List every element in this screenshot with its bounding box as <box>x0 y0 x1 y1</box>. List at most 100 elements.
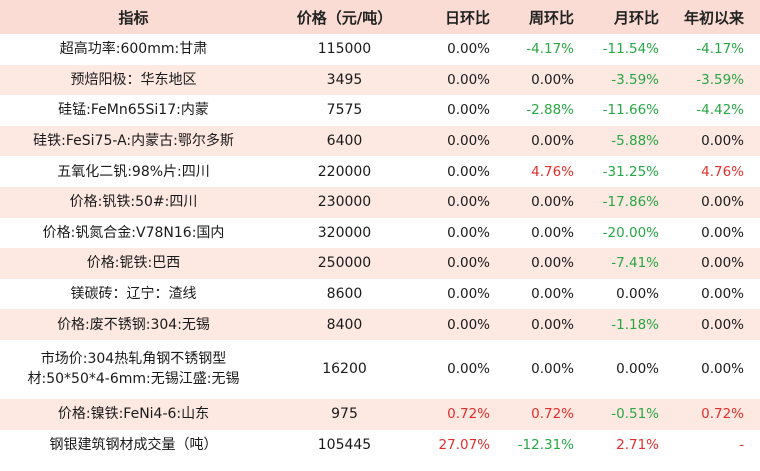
price-index-table: 指标 价格（元/吨） 日环比 周环比 月环比 年初以来 超高功率:600mm:甘… <box>0 0 760 461</box>
table-row: 硅锰:FeMn65Si17:内蒙 7575 0.00% -2.88% -11.66% -4… <box>0 95 760 126</box>
day-change-cell: 0.00% <box>447 286 490 303</box>
indicator-name-cell: 五氧化二钒:98%片:四川 <box>57 163 210 180</box>
month-change-cell: -20.00% <box>602 224 659 241</box>
day-change-cell: 0.00% <box>447 255 490 272</box>
price-cell: 16200 <box>322 361 367 378</box>
indicator-name-cell: 硅铁:FeSi75-A:内蒙古:鄂尔多斯 <box>33 133 234 150</box>
week-change-cell: 0.00% <box>531 133 574 150</box>
table-row: 价格:铌铁:巴西 250000 0.00% 0.00% -7.41% 0.00% <box>0 248 760 279</box>
ytd-change-cell: 0.00% <box>701 133 744 150</box>
indicator-name-cell: 超高功率:600mm:甘肃 <box>59 41 208 58</box>
month-change-cell: 2.71% <box>616 436 659 453</box>
month-change-cell: -31.25% <box>602 163 659 180</box>
month-change-cell: -5.88% <box>611 133 659 150</box>
month-change-cell: 0.00% <box>616 286 659 303</box>
table-row: 价格:钒铁:50#:四川 230000 0.00% 0.00% -17.86% 0.00% <box>0 186 760 218</box>
ytd-change-cell: 0.00% <box>701 316 744 333</box>
week-change-cell: 0.00% <box>531 361 574 378</box>
week-change-cell: 4.76% <box>531 163 574 180</box>
month-change-cell: -3.59% <box>611 71 659 88</box>
price-cell: 8600 <box>326 286 363 303</box>
header-ytd-change: 年初以来 <box>683 8 744 27</box>
indicator-name-cell: 钢银建筑钢材成交量（吨） <box>49 436 218 453</box>
indicator-name-cell: 预焙阳极：华东地区 <box>70 71 197 88</box>
month-change-cell: -11.54% <box>602 41 659 58</box>
week-change-cell: -12.31% <box>517 436 574 453</box>
week-change-cell: 0.00% <box>531 194 574 211</box>
table-row: 钢银建筑钢材成交量（吨） 105445 27.07% -12.31% 2.71% - <box>0 429 760 461</box>
price-cell: 3495 <box>326 71 363 88</box>
header-day-change: 日环比 <box>444 8 490 27</box>
day-change-cell: 0.00% <box>447 133 490 150</box>
day-change-cell: 0.00% <box>447 41 490 58</box>
week-change-cell: 0.00% <box>531 255 574 272</box>
table-row: 价格:废不锈钢:304:无锡 8400 0.00% 0.00% -1.18% 0.00% <box>0 309 760 340</box>
header-month-change: 月环比 <box>613 8 659 27</box>
indicator-name-cell: 价格:废不锈钢:304:无锡 <box>57 316 210 333</box>
price-cell: 975 <box>331 406 358 423</box>
week-change-cell: 0.00% <box>531 71 574 88</box>
header-indicator: 指标 <box>118 8 149 27</box>
day-change-cell: 27.07% <box>438 436 490 453</box>
month-change-cell: -17.86% <box>602 194 659 211</box>
ytd-change-cell: 0.72% <box>701 406 744 423</box>
ytd-change-cell: 0.00% <box>701 194 744 211</box>
table-row: 超高功率:600mm:甘肃 115000 0.00% -4.17% -11.54% -4.… <box>0 34 760 65</box>
week-change-cell: -4.17% <box>526 41 574 58</box>
price-cell: 7575 <box>326 102 363 119</box>
day-change-cell: 0.00% <box>447 71 490 88</box>
ytd-change-cell: 0.00% <box>701 286 744 303</box>
month-change-cell: -0.51% <box>611 406 659 423</box>
header-week-change: 周环比 <box>528 8 574 27</box>
ytd-change-cell: 4.76% <box>701 163 744 180</box>
week-change-cell: 0.00% <box>531 224 574 241</box>
price-cell: 105445 <box>317 436 372 453</box>
ytd-change-cell: - <box>739 436 744 453</box>
ytd-change-cell: 0.00% <box>701 224 744 241</box>
indicator-name-cell: 镁碳砖：辽宁：渣线 <box>70 286 197 303</box>
month-change-cell: -11.66% <box>602 102 659 119</box>
day-change-cell: 0.00% <box>447 316 490 333</box>
week-change-cell: -2.88% <box>526 102 574 119</box>
price-cell: 230000 <box>317 194 372 211</box>
table-row: 硅铁:FeSi75-A:内蒙古:鄂尔多斯 6400 0.00% 0.00% -5.88%… <box>0 125 760 157</box>
ytd-change-cell: -4.42% <box>696 102 744 119</box>
price-cell: 250000 <box>317 255 372 272</box>
price-cell: 8400 <box>326 316 363 333</box>
day-change-cell: 0.00% <box>447 194 490 211</box>
ytd-change-cell: -3.59% <box>696 71 744 88</box>
table-row: 预焙阳极：华东地区 3495 0.00% 0.00% -3.59% -3.59% <box>0 64 760 96</box>
indicator-name-cell: 价格:钒氮合金:V78N16:国内 <box>42 224 225 241</box>
indicator-name-cell: 价格:铌铁:巴西 <box>86 255 181 272</box>
table-row: 镁碳砖：辽宁：渣线 8600 0.00% 0.00% 0.00% 0.00% <box>0 278 760 310</box>
day-change-cell: 0.00% <box>447 102 490 119</box>
month-change-cell: -7.41% <box>611 255 659 272</box>
table-row: 价格:镍铁:FeNi4-6:山东 975 0.72% 0.72% -0.51% 0.72% <box>0 398 760 430</box>
ytd-change-cell: 0.00% <box>701 361 744 378</box>
month-change-cell: 0.00% <box>616 361 659 378</box>
price-cell: 320000 <box>317 224 372 241</box>
week-change-cell: 0.72% <box>531 406 574 423</box>
indicator-name-cell: 市场价:304热轧角钢不锈钢型材:50*50*4-6mm:无锡江盛:无锡 <box>27 351 240 388</box>
ytd-change-cell: -4.17% <box>696 41 744 58</box>
day-change-cell: 0.00% <box>447 163 490 180</box>
table-row: 五氧化二钒:98%片:四川 220000 0.00% 4.76% -31.25% 4.76… <box>0 156 760 187</box>
price-cell: 220000 <box>317 163 372 180</box>
table-body: 超高功率:600mm:甘肃 115000 0.00% -4.17% -11.54% -4.… <box>0 34 760 461</box>
price-cell: 6400 <box>326 133 363 150</box>
indicator-name-cell: 价格:镍铁:FeNi4-6:山东 <box>57 406 210 423</box>
month-change-cell: -1.18% <box>611 316 659 333</box>
day-change-cell: 0.72% <box>447 406 490 423</box>
week-change-cell: 0.00% <box>531 286 574 303</box>
table-header-row: 指标 价格（元/吨） 日环比 周环比 月环比 年初以来 <box>0 0 760 34</box>
table-row: 市场价:304热轧角钢不锈钢型材:50*50*4-6mm:无锡江盛:无锡 1620… <box>0 339 760 399</box>
week-change-cell: 0.00% <box>531 316 574 333</box>
indicator-name-cell: 硅锰:FeMn65Si17:内蒙 <box>58 102 209 119</box>
day-change-cell: 0.00% <box>447 361 490 378</box>
price-cell: 115000 <box>317 41 372 58</box>
header-price: 价格（元/吨） <box>296 8 393 27</box>
indicator-name-cell: 价格:钒铁:50#:四川 <box>69 194 198 211</box>
table-row: 价格:钒氮合金:V78N16:国内 320000 0.00% 0.00% -20.00%… <box>0 217 760 249</box>
day-change-cell: 0.00% <box>447 224 490 241</box>
ytd-change-cell: 0.00% <box>701 255 744 272</box>
